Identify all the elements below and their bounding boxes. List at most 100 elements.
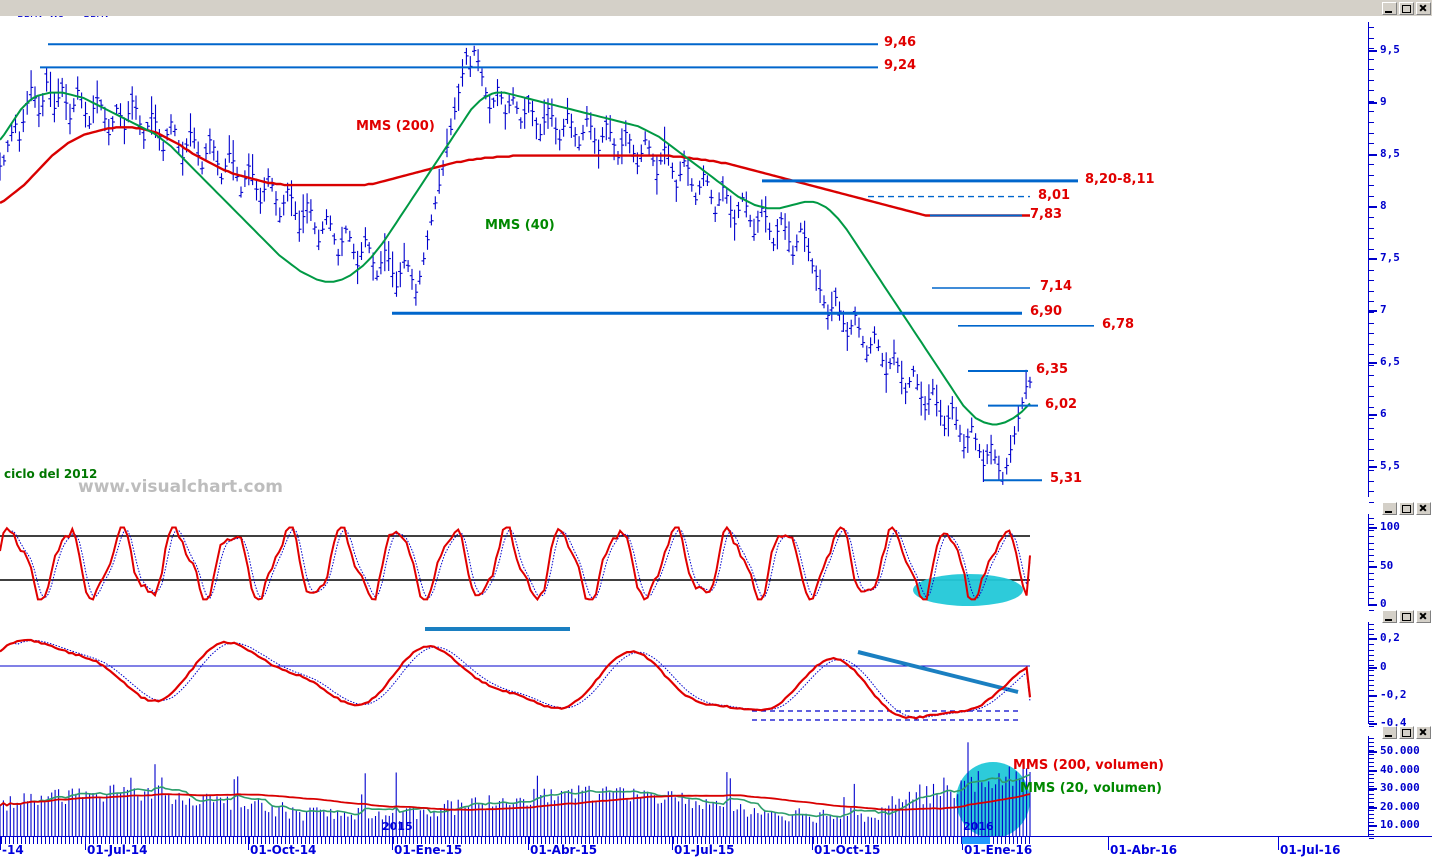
date-axis-minor-tick — [333, 837, 334, 844]
axis-minor-tick — [1369, 597, 1374, 599]
date-axis-minor-tick — [173, 837, 174, 844]
watermark: www.visualchart.com — [78, 477, 284, 497]
axis-minor-tick — [1369, 385, 1374, 387]
stochastic-minimize-button[interactable] — [1382, 502, 1397, 515]
date-axis-major-tick — [1108, 837, 1109, 850]
axis-minor-tick — [1369, 37, 1374, 39]
price-chart-canvas[interactable] — [0, 17, 1366, 497]
axis-minor-tick — [1369, 143, 1374, 145]
date-axis-minor-tick — [517, 837, 518, 844]
date-axis-minor-tick — [653, 837, 654, 844]
date-axis-minor-tick — [253, 837, 254, 844]
macd-maximize-button[interactable] — [1399, 610, 1414, 623]
date-axis-minor-tick — [153, 837, 154, 844]
axis-major-tick — [1369, 825, 1377, 827]
date-axis-selection-highlight[interactable] — [962, 837, 990, 844]
date-axis-minor-tick — [389, 837, 390, 844]
axis-minor-tick — [1369, 259, 1374, 261]
date-axis-minor-tick — [809, 837, 810, 844]
axis-minor-tick — [1369, 573, 1374, 575]
date-axis-minor-tick — [797, 837, 798, 844]
date-axis-minor-tick — [329, 837, 330, 844]
date-axis-minor-tick — [257, 837, 258, 844]
date-axis-minor-tick — [709, 837, 710, 844]
minimize-button[interactable] — [1382, 2, 1397, 15]
date-axis-minor-tick — [233, 837, 234, 844]
stochastic-maximize-button[interactable] — [1399, 502, 1414, 515]
stochastic-close-button[interactable] — [1416, 502, 1431, 515]
macd-canvas[interactable] — [0, 624, 1366, 724]
date-axis-minor-tick — [877, 837, 878, 844]
date-axis-minor-tick — [629, 837, 630, 844]
date-axis[interactable]: -14 01-Jul-14 01-Oct-14 01-Ene-15 01-Abr-15 0… — [0, 836, 1432, 858]
date-axis-minor-tick — [1005, 837, 1006, 844]
axis-minor-tick — [1369, 675, 1374, 676]
mms-20-volumen-label: MMS (20, volumen) — [1020, 781, 1162, 796]
date-axis-minor-tick — [201, 837, 202, 844]
date-axis-minor-tick — [157, 837, 158, 844]
volume-y-axis[interactable]: 50.000 40.000 30.000 20.000 10.000 — [1368, 736, 1432, 839]
stochastic-y-axis[interactable]: 100 50 0 — [1368, 514, 1432, 611]
date-axis-minor-tick — [777, 837, 778, 844]
axis-minor-tick — [1369, 690, 1374, 692]
volume-close-button[interactable] — [1416, 726, 1431, 739]
macd-chart-pane[interactable] — [0, 624, 1366, 724]
stochastic-canvas[interactable] — [0, 518, 1366, 606]
date-axis-major-tick — [812, 837, 813, 850]
axis-minor-tick — [1369, 774, 1374, 775]
date-axis-minor-tick — [673, 837, 674, 844]
date-axis-minor-tick — [949, 837, 950, 844]
volume-minimize-button[interactable] — [1382, 726, 1397, 739]
date-axis-minor-tick — [677, 837, 678, 844]
axis-minor-tick — [1369, 794, 1374, 795]
axis-major-tick — [1369, 527, 1377, 530]
axis-label: 0 — [1380, 596, 1387, 610]
date-axis-minor-tick — [845, 837, 846, 844]
date-axis-major-tick — [248, 837, 249, 850]
axis-minor-tick — [1369, 79, 1374, 81]
axis-major-tick — [1369, 751, 1377, 753]
date-axis-minor-tick — [825, 837, 826, 844]
axis-minor-tick — [1369, 354, 1374, 356]
date-axis-minor-tick — [753, 837, 754, 844]
axis-minor-tick — [1369, 536, 1374, 538]
axis-minor-tick — [1369, 333, 1374, 335]
axis-minor-tick — [1369, 554, 1374, 556]
stochastic-chart-pane[interactable] — [0, 518, 1366, 606]
axis-minor-tick — [1369, 548, 1374, 550]
price-y-axis[interactable]: 9,5 9 8,5 8 7,5 7 6,5 6 5,5 — [1368, 22, 1432, 503]
date-axis-minor-tick — [573, 837, 574, 844]
macd-close-button[interactable] — [1416, 610, 1431, 623]
axis-major-tick — [1369, 465, 1377, 468]
axis-minor-tick — [1369, 822, 1374, 823]
date-axis-minor-tick — [585, 837, 586, 844]
date-axis-minor-tick — [17, 837, 18, 844]
date-axis-minor-tick — [897, 837, 898, 844]
date-axis-minor-tick — [785, 837, 786, 844]
date-axis-minor-tick — [493, 837, 494, 844]
maximize-button[interactable] — [1399, 2, 1414, 15]
axis-minor-tick — [1369, 654, 1374, 656]
volume-canvas[interactable] — [0, 738, 1366, 836]
date-axis-minor-tick — [649, 837, 650, 844]
date-axis-minor-tick — [409, 837, 410, 844]
macd-y-axis[interactable]: 0,2 0 -0,2 -0,4 — [1368, 622, 1432, 729]
price-chart-pane[interactable] — [0, 17, 1366, 497]
date-axis-minor-tick — [441, 837, 442, 844]
mms-200-label: MMS (200) — [356, 119, 435, 134]
date-axis-major-tick — [85, 837, 86, 850]
macd-minimize-button[interactable] — [1382, 610, 1397, 623]
close-button[interactable] — [1416, 2, 1431, 15]
mms-200-volumen-label: MMS (200, volumen) — [1013, 758, 1164, 773]
date-axis-minor-tick — [669, 837, 670, 844]
volume-maximize-button[interactable] — [1399, 726, 1414, 739]
date-axis-minor-tick — [713, 837, 714, 844]
volume-chart-pane[interactable] — [0, 738, 1366, 836]
date-axis-minor-tick — [241, 837, 242, 844]
date-axis-minor-tick — [657, 837, 658, 844]
date-axis-minor-tick — [405, 837, 406, 844]
axis-minor-tick — [1369, 491, 1374, 493]
date-axis-minor-tick — [249, 837, 250, 844]
date-axis-label: 01-Abr-15 — [530, 843, 598, 857]
date-axis-minor-tick — [993, 837, 994, 844]
